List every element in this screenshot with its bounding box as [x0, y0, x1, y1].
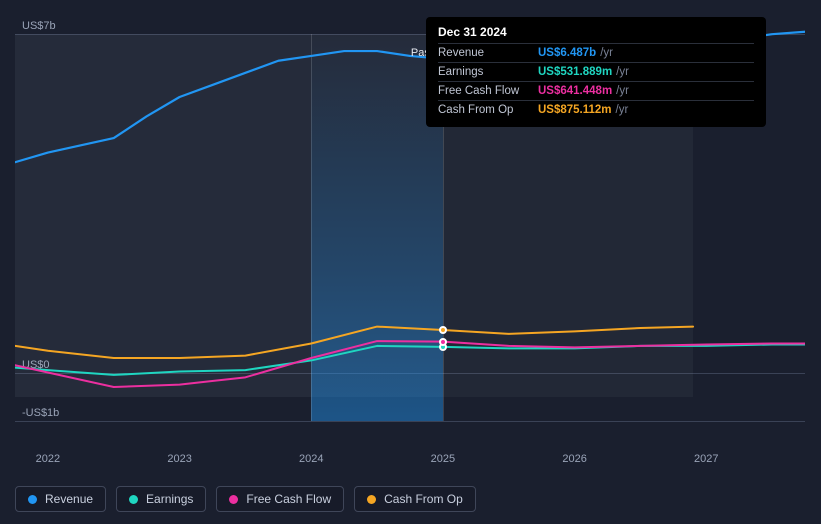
legend-label: Revenue: [45, 492, 93, 506]
y-axis-label: US$7b: [22, 20, 56, 32]
y-axis-label: -US$1b: [22, 407, 59, 419]
tooltip-metric-name: Cash From Op: [438, 104, 538, 116]
tooltip-row: Cash From OpUS$875.112m/yr: [438, 100, 754, 119]
chart-tooltip: Dec 31 2024 RevenueUS$6.487b/yrEarningsU…: [426, 17, 766, 127]
legend-label: Free Cash Flow: [246, 492, 331, 506]
legend-swatch: [367, 495, 376, 504]
hover-span-left-edge: [311, 34, 312, 421]
tooltip-metric-value: US$875.112m: [538, 104, 612, 116]
tooltip-metric-name: Earnings: [438, 66, 538, 78]
tooltip-row: EarningsUS$531.889m/yr: [438, 62, 754, 81]
legend-swatch: [229, 495, 238, 504]
tooltip-metric-name: Free Cash Flow: [438, 85, 538, 97]
x-axis-label: 2025: [431, 453, 455, 465]
x-axis-label: 2023: [167, 453, 191, 465]
financials-forecast-chart: US$7bUS$0-US$1b Past Analysts Forecasts …: [0, 0, 821, 524]
tooltip-metric-name: Revenue: [438, 47, 538, 59]
legend-item-fcf[interactable]: Free Cash Flow: [216, 486, 344, 512]
legend-item-cfo[interactable]: Cash From Op: [354, 486, 476, 512]
series-line: [15, 327, 693, 358]
series-line: [15, 344, 805, 374]
series-hover-marker: [439, 338, 447, 346]
chart-legend: Revenue Earnings Free Cash Flow Cash From O…: [15, 486, 476, 512]
legend-item-earnings[interactable]: Earnings: [116, 486, 206, 512]
tooltip-row: RevenueUS$6.487b/yr: [438, 43, 754, 62]
legend-item-revenue[interactable]: Revenue: [15, 486, 106, 512]
tooltip-row: Free Cash FlowUS$641.448m/yr: [438, 81, 754, 100]
past-period-band: [15, 34, 443, 397]
tooltip-metric-value: US$641.448m: [538, 85, 612, 97]
legend-swatch: [129, 495, 138, 504]
series-hover-marker: [439, 326, 447, 334]
y-axis-label: US$0: [22, 359, 50, 371]
tooltip-unit: /yr: [616, 104, 629, 116]
tooltip-unit: /yr: [600, 47, 613, 59]
tooltip-date: Dec 31 2024: [438, 25, 754, 43]
hover-highlight-column: [311, 34, 443, 421]
series-line: [15, 341, 805, 387]
legend-label: Earnings: [146, 492, 193, 506]
x-axis-label: 2022: [36, 453, 60, 465]
tooltip-metric-value: US$6.487b: [538, 47, 596, 59]
x-axis-label: 2024: [299, 453, 323, 465]
legend-label: Cash From Op: [384, 492, 463, 506]
legend-swatch: [28, 495, 37, 504]
tooltip-unit: /yr: [616, 85, 629, 97]
y-gridline: [15, 421, 805, 422]
tooltip-metric-value: US$531.889m: [538, 66, 612, 78]
y-gridline: [15, 373, 805, 374]
x-axis-label: 2027: [694, 453, 718, 465]
tooltip-unit: /yr: [616, 66, 629, 78]
x-axis-label: 2026: [562, 453, 586, 465]
